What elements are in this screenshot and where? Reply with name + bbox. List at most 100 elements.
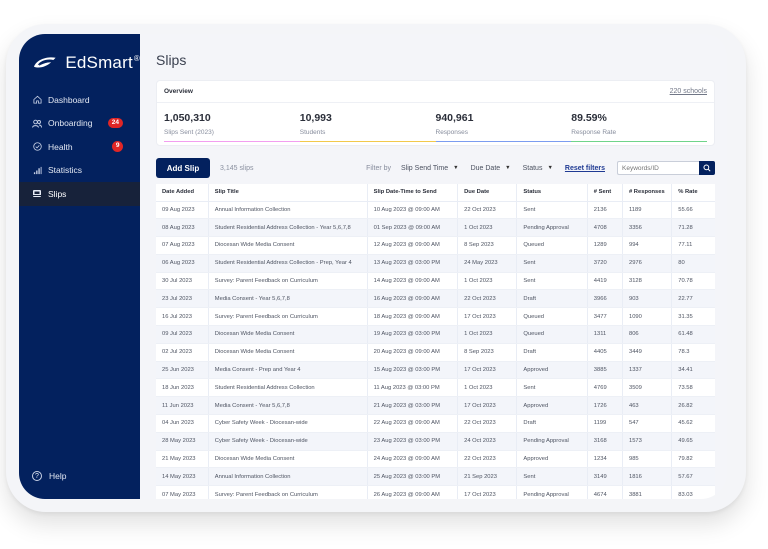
cell-sent: 4419 (587, 272, 623, 291)
cell-date-added: 30 Jul 2023 (156, 272, 209, 291)
cell-slip-title: Survey: Parent Feedback on Curriculum (208, 272, 368, 291)
cell-rate: 55.66 (671, 201, 715, 220)
table-row[interactable]: 30 Jul 2023 Survey: Parent Feedback on Cu… (156, 272, 715, 291)
column-header-due-date[interactable]: Due Date (457, 184, 518, 202)
cell-status: Approved (516, 396, 588, 416)
table-row[interactable]: 06 Aug 2023 Student Residential Address C… (156, 254, 715, 273)
cell-due-date: 22 Oct 2023 (457, 450, 518, 469)
filter-label: Slip Send Time (401, 164, 449, 172)
column-header-date-added[interactable]: Date Added (156, 184, 209, 202)
cell-send-time: 22 Aug 2023 @ 09:00 AM (367, 414, 459, 433)
cell-responses: 806 (622, 325, 673, 344)
cell-send-time: 19 Aug 2023 @ 03:00 PM (367, 325, 459, 344)
cell-date-added: 06 Aug 2023 (156, 254, 209, 273)
cell-send-time: 11 Aug 2023 @ 03:00 PM (367, 378, 459, 398)
bar-chart-icon (32, 165, 42, 175)
table-row[interactable]: 18 Jun 2023 Student Residential Address C… (156, 378, 715, 398)
inbox-icon (32, 189, 42, 199)
table-row[interactable]: 07 May 2023 Survey: Parent Feedback on Cu… (156, 485, 715, 499)
cell-due-date: 17 Oct 2023 (457, 396, 518, 416)
stat-bar (164, 140, 300, 142)
cell-sent: 3885 (587, 361, 623, 380)
table-row[interactable]: 07 Aug 2023 Diocesan Wide Media Consent 12… (156, 236, 715, 255)
filter-status[interactable]: Status ▼ (523, 165, 553, 172)
cell-slip-title: Media Consent - Year 5,6,7,8 (208, 396, 368, 416)
cell-responses: 994 (622, 236, 673, 255)
cell-date-added: 18 Jun 2023 (156, 378, 209, 398)
cell-send-time: 01 Sep 2023 @ 09:00 AM (367, 218, 459, 238)
table-row[interactable]: 25 Jun 2023 Media Consent - Prep and Year… (156, 361, 715, 380)
column-header-responses[interactable]: # Responses (622, 184, 673, 202)
table-row[interactable]: 14 May 2023 Annual Information Collection… (156, 467, 715, 487)
table-row[interactable]: 23 Jul 2023 Media Consent - Year 5,6,7,8 1… (156, 289, 715, 309)
stat-label: Slips Sent (2023) (164, 129, 214, 136)
overview-card: Overview 220 schools 1,050,310 Slips Sen… (156, 80, 715, 146)
cell-date-added: 02 Jul 2023 (156, 343, 209, 362)
cell-due-date: 22 Oct 2023 (457, 201, 518, 220)
column-header-rate[interactable]: % Rate (671, 184, 715, 202)
cell-status: Sent (516, 254, 588, 273)
table-row[interactable]: 08 Aug 2023 Student Residential Address C… (156, 218, 715, 238)
reset-filters-link[interactable]: Reset filters (564, 164, 605, 172)
cell-slip-title: Media Consent - Year 5,6,7,8 (208, 289, 368, 309)
cell-date-added: 07 May 2023 (156, 485, 209, 499)
cell-status: Queued (516, 307, 588, 327)
overview-stats: 1,050,310 Slips Sent (2023) 10,993 Stude… (157, 112, 714, 144)
table-body: 09 Aug 2023 Annual Information Collection… (156, 201, 715, 499)
cell-sent: 2136 (587, 201, 623, 220)
cell-rate: 79.82 (671, 450, 715, 469)
slips-table: Date Added Slip Title Slip Date-Time to … (156, 184, 715, 499)
cell-due-date: 1 Oct 2023 (457, 325, 518, 344)
table-row[interactable]: 02 Jul 2023 Diocesan Wide Media Consent 20… (156, 343, 715, 362)
table-row[interactable]: 09 Aug 2023 Annual Information Collection… (156, 201, 715, 220)
cell-due-date: 8 Sep 2023 (457, 236, 518, 255)
sidebar-item-label: Onboarding (48, 118, 93, 129)
table-row[interactable]: 16 Jul 2023 Survey: Parent Feedback on Cu… (156, 307, 715, 327)
column-header-status[interactable]: Status (516, 184, 588, 202)
table-row[interactable]: 11 Jun 2023 Media Consent - Year 5,6,7,8 2… (156, 396, 715, 416)
cell-status: Sent (516, 201, 588, 220)
cell-slip-title: Annual Information Collection (208, 201, 368, 220)
sidebar-item-health[interactable]: Health 9 (19, 135, 140, 159)
cell-send-time: 12 Aug 2023 @ 09:00 AM (367, 236, 459, 255)
brand-name: EdSmart® (65, 53, 140, 72)
cell-slip-title: Survey: Parent Feedback on Curriculum (208, 307, 368, 327)
add-slip-button[interactable]: Add Slip (156, 158, 210, 178)
cell-sent: 1311 (587, 325, 623, 344)
stat-bar (299, 140, 436, 142)
search-input[interactable] (617, 161, 699, 175)
column-header-send-time[interactable]: Slip Date-Time to Send (367, 184, 459, 202)
sidebar-item-slips[interactable]: Slips (19, 182, 140, 206)
cell-slip-title: Diocesan Wide Media Consent (208, 236, 368, 255)
cell-due-date: 24 Oct 2023 (457, 432, 518, 451)
filter-slip-send-time[interactable]: Slip Send Time ▼ (401, 165, 459, 172)
table-row[interactable]: 04 Jun 2023 Cyber Safety Week - Diocesan-… (156, 414, 715, 433)
table-row[interactable]: 21 May 2023 Diocesan Wide Media Consent 24… (156, 450, 715, 469)
help-link[interactable]: ? Help (32, 471, 66, 481)
column-header-slip-title[interactable]: Slip Title (208, 184, 368, 202)
cell-status: Pending Approval (516, 432, 588, 451)
cell-date-added: 14 May 2023 (156, 467, 209, 487)
column-header-sent[interactable]: # Sent (587, 184, 623, 202)
search-button[interactable] (699, 161, 715, 175)
cell-date-added: 04 Jun 2023 (156, 414, 209, 433)
sidebar-item-dashboard[interactable]: Dashboard (19, 88, 140, 112)
table-row[interactable]: 28 May 2023 Cyber Safety Week - Diocesan-… (156, 432, 715, 451)
schools-link[interactable]: 220 schools (669, 88, 707, 95)
sidebar-item-onboarding[interactable]: Onboarding 24 (19, 112, 140, 136)
sidebar-item-label: Health (48, 141, 73, 152)
cell-status: Sent (516, 272, 588, 291)
cell-responses: 1573 (622, 432, 673, 451)
caret-down-icon: ▼ (453, 165, 459, 171)
cell-due-date: 1 Oct 2023 (457, 272, 518, 291)
cell-due-date: 1 Oct 2023 (457, 378, 518, 398)
filter-due-date[interactable]: Due Date ▼ (471, 165, 511, 172)
sidebar-item-statistics[interactable]: Statistics (19, 159, 140, 183)
cell-rate: 45.62 (671, 414, 715, 433)
filter-label: Status (522, 164, 543, 172)
filter-label: Due Date (470, 164, 501, 172)
table-row[interactable]: 09 Jul 2023 Diocesan Wide Media Consent 19… (156, 325, 715, 344)
cell-date-added: 07 Aug 2023 (156, 236, 209, 255)
logo[interactable]: EdSmart® (19, 34, 140, 78)
cell-slip-title: Survey: Parent Feedback on Curriculum (208, 485, 368, 499)
